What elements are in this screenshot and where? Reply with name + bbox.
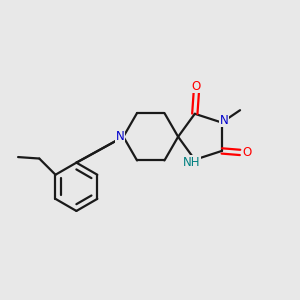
Text: NH: NH (182, 156, 200, 169)
Text: N: N (116, 130, 124, 143)
Text: N: N (220, 114, 229, 127)
Text: O: O (243, 146, 252, 159)
Text: O: O (192, 80, 201, 93)
